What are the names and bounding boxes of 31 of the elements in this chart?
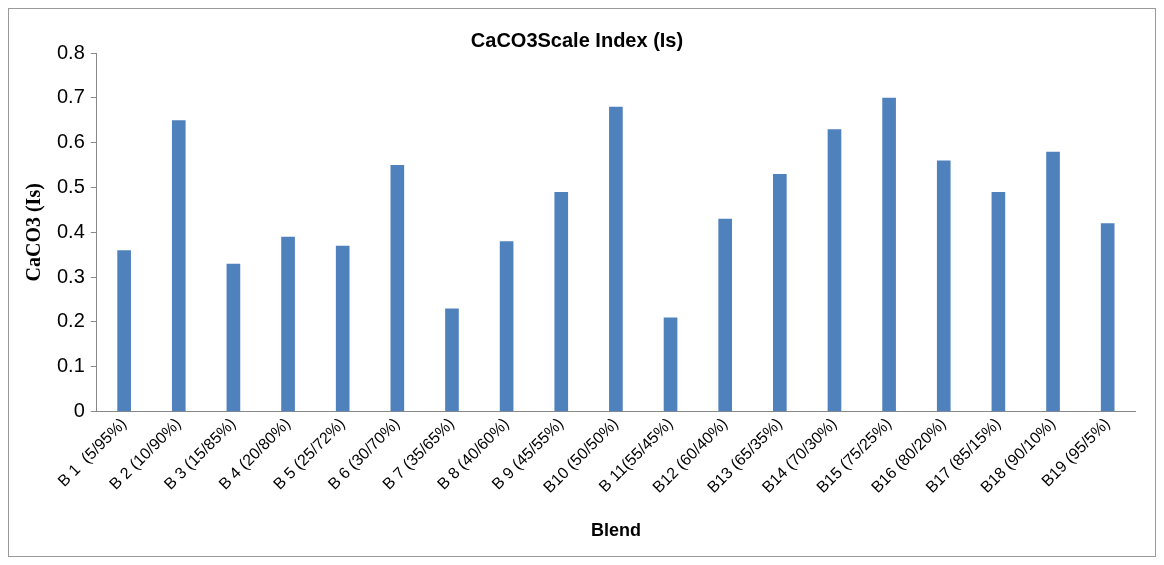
bar xyxy=(609,106,623,412)
y-axis-title: CaCO3 (Is) xyxy=(22,183,46,282)
bar xyxy=(773,174,787,412)
bar xyxy=(1046,151,1060,412)
bar xyxy=(335,245,350,412)
bar xyxy=(1100,223,1115,412)
y-tick-label: 0.4 xyxy=(56,219,85,242)
bar xyxy=(226,263,241,412)
y-tick-label: 0.1 xyxy=(56,354,85,377)
y-tick-label: 0.3 xyxy=(56,264,85,287)
y-tick-label: 0.8 xyxy=(56,40,85,63)
chart-title: CaCO3Scale Index (Is) xyxy=(470,28,684,51)
bar xyxy=(445,308,459,412)
bar xyxy=(171,120,186,412)
bar xyxy=(117,250,131,412)
bar xyxy=(882,97,896,412)
bar xyxy=(554,191,569,412)
bar xyxy=(499,241,514,412)
bar xyxy=(936,160,951,412)
y-tick-label: 0.5 xyxy=(56,175,85,198)
bar xyxy=(827,129,842,412)
bar xyxy=(390,165,405,412)
y-tick-label: 0.7 xyxy=(56,85,85,108)
y-tick-label: 0.2 xyxy=(56,309,85,332)
bar xyxy=(718,218,733,412)
y-tick-label: 0 xyxy=(73,399,85,422)
x-axis-title: Blend xyxy=(590,520,641,541)
bar xyxy=(663,317,678,412)
bar xyxy=(991,191,1006,412)
y-tick-label: 0.6 xyxy=(56,130,85,153)
bar xyxy=(281,236,295,412)
